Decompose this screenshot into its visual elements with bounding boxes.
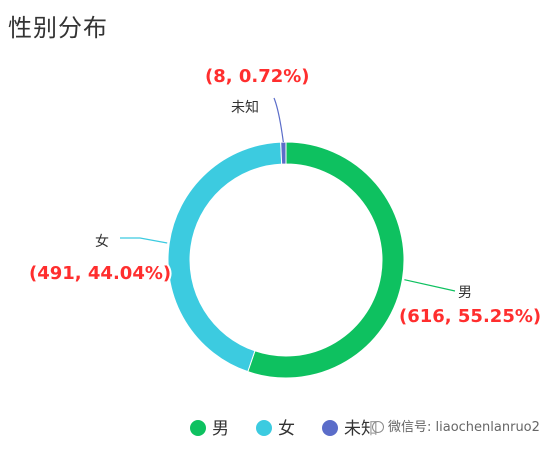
legend: 男 女 未知 — [190, 419, 378, 439]
legend-label-unknown[interactable]: 未知 — [344, 419, 378, 439]
chart-title: 性别分布 — [8, 14, 108, 42]
slice-male — [247, 141, 405, 379]
legend-label-female[interactable]: 女 — [278, 419, 295, 439]
slice-label-male: 男 — [458, 285, 472, 301]
legend-marker-female[interactable] — [256, 420, 272, 436]
leader-line-female — [120, 237, 168, 244]
watermark-text: 微信号: liaochenlanruo2 — [388, 420, 540, 435]
data-label-female: (491, 44.04%) — [29, 263, 171, 284]
slice-unknown — [280, 141, 287, 165]
data-label-unknown: (8, 0.72%) — [205, 66, 310, 87]
legend-marker-unknown[interactable] — [322, 420, 338, 436]
slice-female — [167, 141, 283, 373]
slice-label-female: 女 — [95, 233, 109, 250]
slice-label-unknown: 未知 — [231, 99, 259, 116]
leader-line-unknown — [273, 97, 284, 143]
leader-line-male — [404, 279, 456, 292]
wechat-icon — [372, 421, 384, 433]
watermark: 微信号: liaochenlanruo2 — [370, 416, 542, 435]
legend-marker-male[interactable] — [190, 420, 206, 436]
labels-group: 男 (616, 55.25%) 女 (491, 44.04%) 未知 (8, 0.72%) — [27, 64, 543, 329]
data-label-male: (616, 55.25%) — [399, 306, 541, 327]
slices-group — [167, 141, 405, 379]
legend-label-male[interactable]: 男 — [212, 419, 229, 439]
